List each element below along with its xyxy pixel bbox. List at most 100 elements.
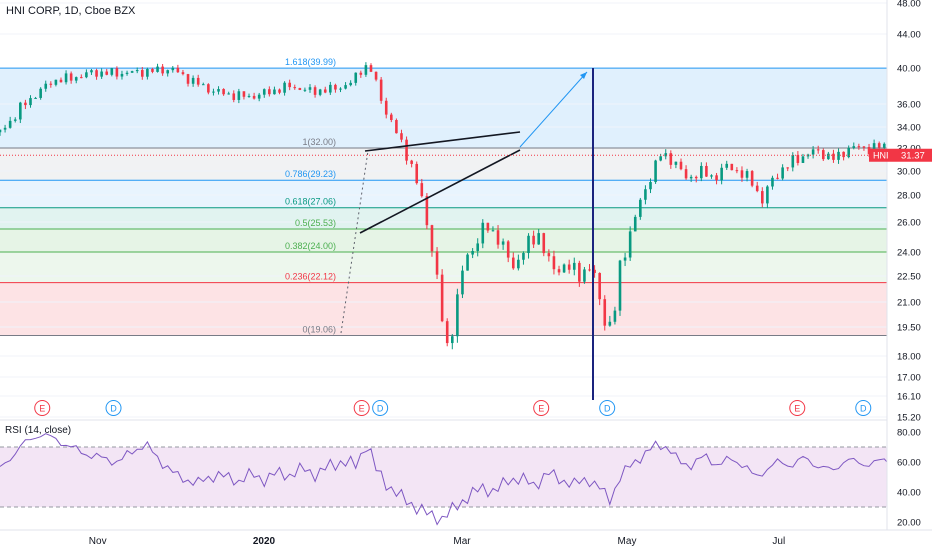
- candle-body: [146, 68, 149, 77]
- candle-body: [318, 89, 322, 95]
- candle-body: [257, 94, 261, 99]
- dividend-marker[interactable]: D: [105, 400, 122, 416]
- candle-body: [430, 225, 434, 252]
- candle-body: [542, 233, 546, 254]
- candle-body: [791, 155, 795, 168]
- candle-body: [623, 257, 627, 261]
- candle-body: [283, 82, 286, 93]
- candle-body: [135, 70, 139, 72]
- price-tick-label: 21.00: [897, 298, 921, 309]
- candle-body: [400, 133, 403, 140]
- candle-body: [649, 182, 652, 190]
- candle-body: [755, 185, 759, 192]
- marker-circle: [34, 400, 51, 416]
- candle-body: [3, 127, 7, 130]
- price-tag-bg: [869, 148, 932, 162]
- candle-body: [74, 77, 78, 81]
- fib-label: 0(19.06): [302, 325, 336, 335]
- candle-body: [481, 222, 485, 244]
- price-tick-label: 22.50: [897, 272, 921, 283]
- candle-body: [842, 151, 845, 158]
- marker-circle: [105, 400, 122, 416]
- candle-body: [689, 176, 693, 179]
- candle-body: [29, 98, 32, 106]
- candle-body: [85, 72, 88, 78]
- projection-arrow: [519, 71, 588, 148]
- price-tick-label: 44.00: [897, 30, 921, 41]
- candle-body: [125, 72, 129, 74]
- marker-letter: E: [538, 404, 544, 414]
- candle-body: [435, 251, 439, 275]
- earnings-marker[interactable]: E: [789, 400, 806, 416]
- candle-body: [420, 183, 424, 197]
- candle-body: [252, 95, 256, 99]
- candle-body: [151, 68, 154, 72]
- candle-body: [847, 147, 850, 158]
- candle-body: [745, 171, 749, 178]
- candle-body: [201, 84, 205, 86]
- fib-label: 0.618(27.06): [285, 197, 336, 207]
- candle-body: [278, 89, 281, 93]
- candle-body: [156, 66, 159, 72]
- candle-body: [191, 77, 195, 84]
- candle-body: [705, 165, 708, 177]
- candle-body: [384, 100, 388, 115]
- candle-body: [339, 88, 342, 90]
- candle-body: [374, 71, 378, 80]
- marker-circle: [599, 400, 616, 416]
- candle-body: [852, 146, 856, 148]
- candle-body: [379, 79, 383, 101]
- price-tag-value: 31.37: [901, 151, 925, 162]
- candle-body: [140, 70, 144, 77]
- candle-body: [679, 161, 683, 170]
- candle-body: [562, 264, 566, 273]
- wedge-lower-line: [359, 149, 521, 234]
- earnings-marker[interactable]: E: [353, 400, 370, 416]
- dividend-marker[interactable]: D: [599, 400, 616, 416]
- candle-body: [720, 167, 723, 181]
- rsi-band-fill: [0, 447, 887, 507]
- candle-body: [262, 89, 266, 95]
- candle-body: [588, 269, 591, 271]
- dividend-marker[interactable]: D: [855, 400, 872, 416]
- candle-body: [80, 77, 83, 79]
- candle-body: [572, 262, 576, 270]
- candle-body: [69, 73, 73, 81]
- candle-body: [735, 170, 739, 172]
- earnings-marker[interactable]: E: [34, 400, 51, 416]
- fib-label: 1(32.00): [302, 137, 336, 147]
- candle-body: [501, 241, 505, 245]
- candle-body: [806, 154, 810, 157]
- candle-body: [54, 79, 58, 85]
- candle-body: [771, 177, 774, 187]
- candle-body: [176, 67, 180, 73]
- earnings-marker[interactable]: E: [533, 400, 550, 416]
- chart-title: HNI CORP, 1D, Cboe BZX: [6, 5, 136, 17]
- candle-body: [171, 67, 175, 71]
- rsi-tick-label: 80.00: [897, 428, 921, 439]
- fib-zone: [0, 68, 887, 148]
- candle-body: [781, 167, 784, 179]
- candle-body: [684, 169, 688, 179]
- candle-body: [95, 70, 98, 77]
- candle-body: [750, 171, 754, 186]
- candle-body: [196, 77, 200, 85]
- candle-body: [19, 102, 22, 120]
- marker-letter: D: [604, 404, 611, 414]
- fib-label: 1.618(39.99): [285, 57, 336, 67]
- last-price-tag: HNI 31.37: [869, 148, 932, 162]
- candle-body: [821, 150, 825, 160]
- fib-zone: [0, 252, 887, 283]
- candle-body: [471, 250, 474, 255]
- candle-body: [578, 262, 581, 282]
- candle-body: [654, 160, 657, 183]
- projection-arrowhead: [580, 72, 587, 79]
- measured-move-line: [340, 150, 369, 334]
- fib-zone: [0, 180, 887, 208]
- rsi-line: [0, 433, 932, 526]
- time-tick-label: Jul: [772, 536, 785, 547]
- price-tick-label: 36.00: [897, 100, 921, 111]
- candle-body: [659, 156, 662, 161]
- dividend-marker[interactable]: D: [372, 400, 389, 416]
